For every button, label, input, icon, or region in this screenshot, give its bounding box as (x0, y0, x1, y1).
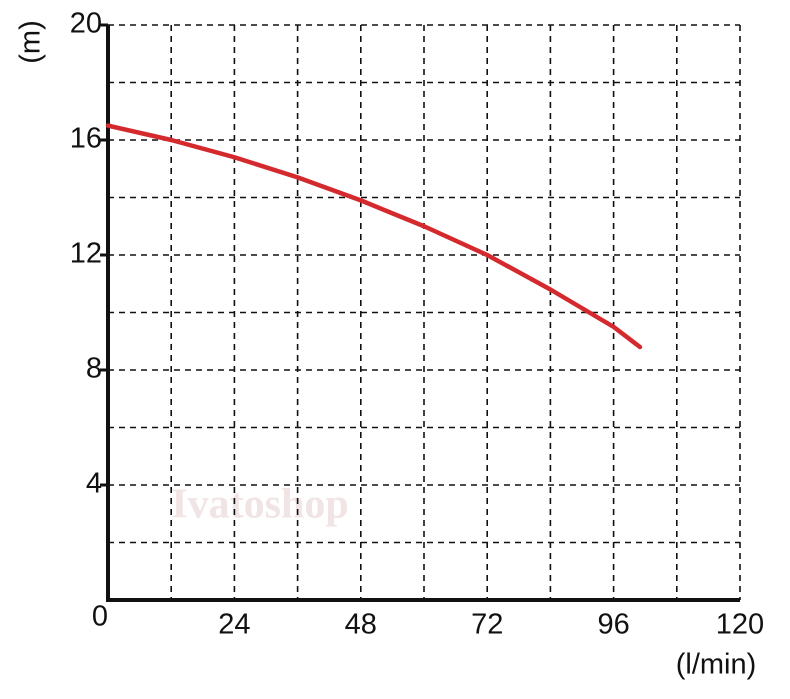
watermark: Ivatoshop (171, 482, 348, 528)
y-tick-label: 8 (86, 353, 102, 385)
x-tick-label: 72 (471, 609, 503, 641)
x-tick-label: 24 (218, 609, 250, 641)
curve (105, 123, 643, 350)
y-tick-label: 20 (70, 8, 102, 40)
x-tick-label: 96 (597, 609, 629, 641)
x-tick-label: 0 (92, 601, 108, 633)
x-tick-label: 48 (345, 609, 377, 641)
y-axis-label: (m) (15, 20, 47, 63)
x-axis-label: (l/min) (676, 649, 757, 681)
y-tick-label: 16 (70, 123, 102, 155)
y-tick-label: 12 (70, 238, 102, 270)
y-tick-label: 4 (86, 468, 102, 500)
x-tick-label: 120 (716, 609, 764, 641)
